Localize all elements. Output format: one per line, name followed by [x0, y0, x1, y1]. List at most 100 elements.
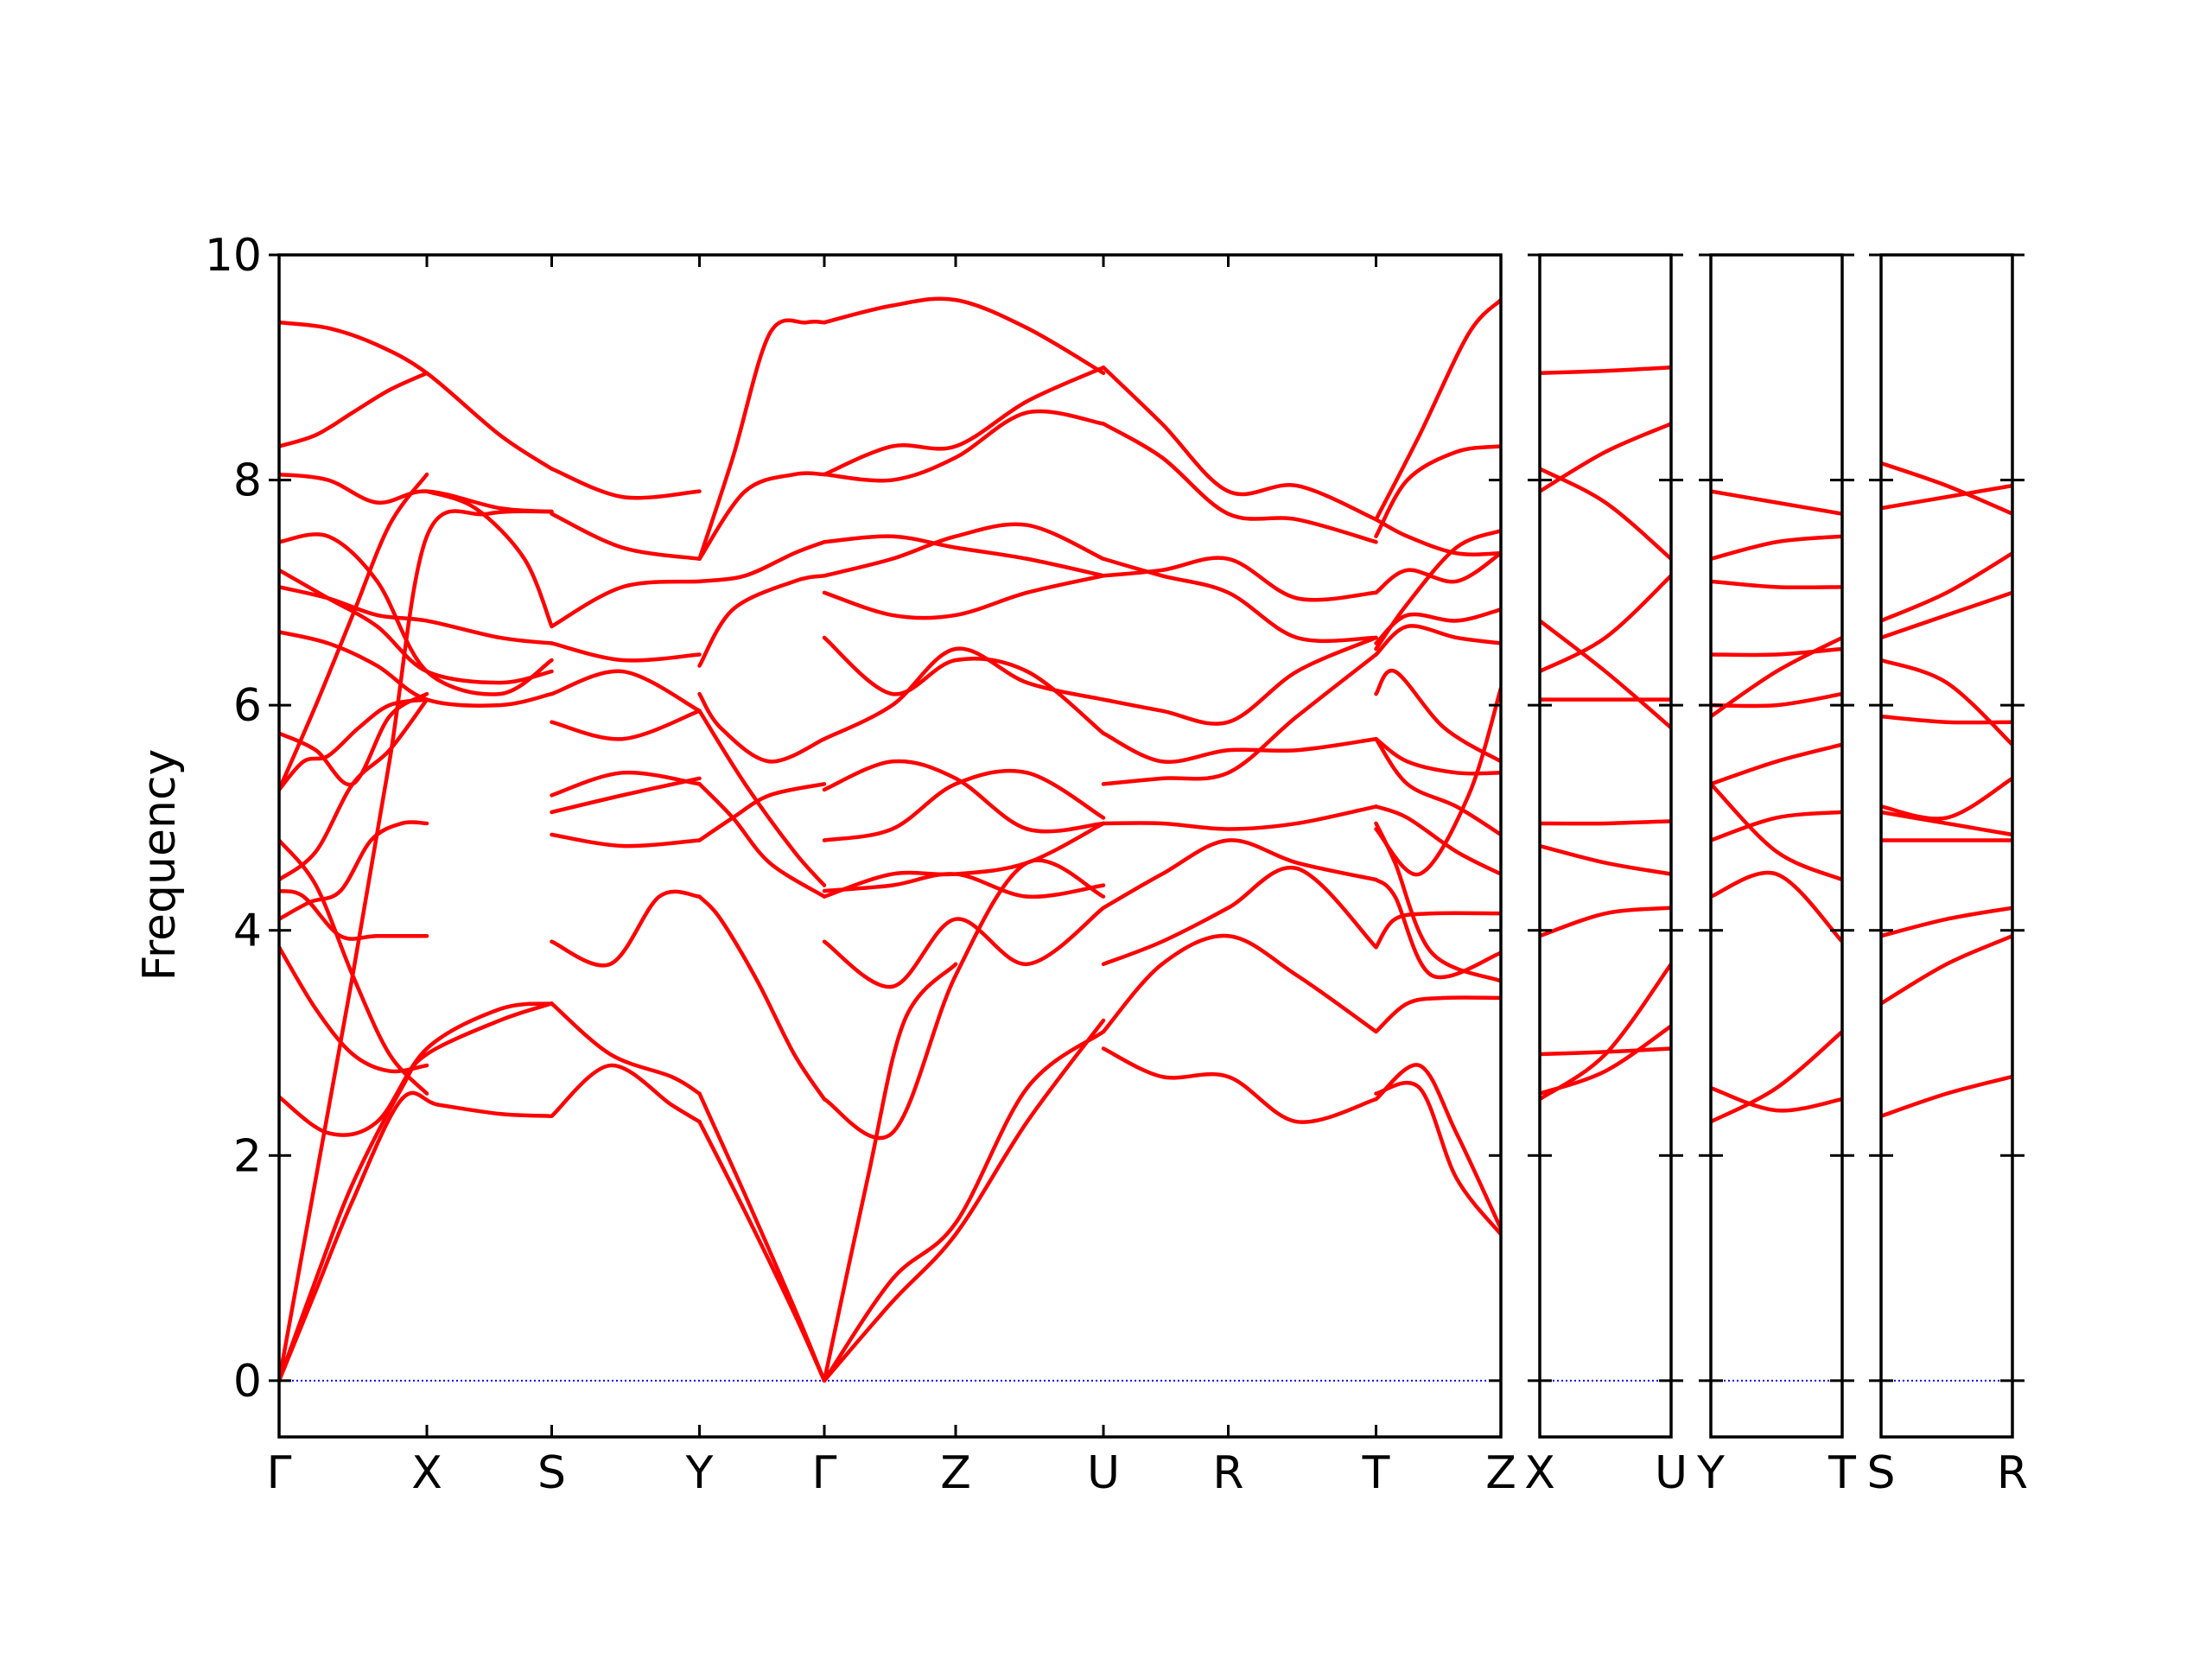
- phonon-band-line: [1540, 365, 1671, 376]
- phonon-band-line: [697, 782, 827, 899]
- phonon-band-line: [1881, 590, 2012, 640]
- axes-frame: [1538, 253, 1673, 1439]
- phonon-band-line: [1540, 467, 1671, 562]
- y-tick-label: 8: [233, 455, 262, 507]
- phonon-band-line: [279, 691, 429, 787]
- x-tick-label: Y: [1696, 1447, 1725, 1499]
- phonon-band-line: [279, 630, 554, 708]
- phonon-band-line: [1101, 635, 1378, 726]
- phonon-band-line: [1374, 1063, 1501, 1231]
- phonon-band-line: [1711, 489, 1842, 516]
- y-tick-label: 4: [233, 906, 262, 957]
- phonon-band-line: [822, 759, 1106, 834]
- phonon-band-line: [1881, 483, 2012, 511]
- phonon-band-line: [1374, 624, 1501, 657]
- phonon-band-line: [1374, 736, 1501, 776]
- phonon-band-line: [550, 669, 702, 713]
- phonon-band-line: [1101, 422, 1378, 544]
- phonon-band-line: [697, 709, 827, 887]
- phonon-band-line: [1101, 365, 1378, 522]
- phonon-band-line: [822, 872, 1106, 899]
- x-tick-label: R: [1997, 1447, 2028, 1499]
- x-tick-label: U: [1087, 1447, 1120, 1499]
- x-tick-label: X: [411, 1447, 442, 1499]
- phonon-band-line: [1711, 870, 1842, 944]
- phonon-band-line: [550, 579, 702, 629]
- phonon-band-line: [1540, 843, 1671, 876]
- phonon-band-line: [279, 888, 429, 941]
- phonon-band-line: [1711, 534, 1842, 562]
- phonon-band-line: [1374, 995, 1501, 1034]
- phonon-band-line: [1374, 668, 1501, 764]
- phonon-band-line: [1881, 658, 2012, 747]
- phonon-band-line: [1540, 1046, 1671, 1057]
- y-tick-label: 10: [205, 230, 262, 282]
- phonon-band-line: [1374, 551, 1501, 595]
- phonon-band-line: [697, 691, 827, 764]
- phonon-band-line: [1711, 1085, 1842, 1113]
- phonon-band-line: [822, 768, 1106, 842]
- phonon-band-line: [279, 945, 429, 1074]
- phonon-band-line: [550, 889, 702, 968]
- bands-group: [1711, 489, 1842, 1124]
- phonon-band-line: [550, 832, 702, 849]
- phonon-band-line: [279, 509, 554, 1383]
- phonon-band-line: [1881, 714, 2012, 725]
- x-tick-label: U: [1655, 1447, 1688, 1499]
- x-tick-label: Z: [940, 1447, 971, 1499]
- x-tick-label: S: [1866, 1447, 1895, 1499]
- phonon-band-line: [822, 858, 1106, 1141]
- phonon-band-line: [279, 838, 429, 1096]
- axes-frame: [1879, 253, 2014, 1439]
- phonon-band-line: [424, 489, 554, 629]
- phonon-band-line: [1881, 1074, 2012, 1118]
- phonon-band-line: [1101, 652, 1378, 786]
- phonon-band-line: [1711, 646, 1842, 658]
- phonon-band-line: [279, 697, 429, 792]
- x-tick-label: Γ: [267, 1447, 292, 1499]
- phonon-band-line: [1101, 933, 1378, 1034]
- phonon-band-line: [1711, 782, 1842, 882]
- phonon-band-line: [822, 1018, 1106, 1383]
- phonon-band-line: [550, 1063, 702, 1124]
- axes-frame: [1709, 253, 1844, 1439]
- phonon-band-line: [1101, 804, 1378, 831]
- phonon-band-line: [822, 962, 958, 1383]
- phonon-band-line: [1540, 422, 1671, 493]
- phonon-band-line: [697, 1091, 827, 1383]
- phonon-band-line: [1881, 810, 2012, 837]
- y-tick-label: 6: [233, 680, 262, 732]
- y-axis-label: Frequency: [134, 749, 186, 982]
- x-tick-label: Y: [685, 1447, 714, 1499]
- phonon-band-line: [1374, 736, 1501, 837]
- phonon-band-line: [697, 782, 827, 842]
- phonon-band-line: [1374, 607, 1501, 645]
- phonon-band-line: [279, 697, 429, 882]
- x-tick-label: Γ: [812, 1447, 837, 1499]
- phonon-band-line: [1374, 517, 1501, 556]
- phonon-band-line: [822, 1029, 1106, 1383]
- phonon-band-line: [1101, 865, 1378, 967]
- phonon-band-line: [1101, 1046, 1378, 1124]
- y-tick-label: 0: [233, 1356, 262, 1408]
- phonon-band-line: [1374, 877, 1501, 980]
- phonon-band-line: [1540, 574, 1671, 674]
- phonon-band-line: [1881, 776, 2012, 821]
- x-tick-label: X: [1524, 1447, 1555, 1499]
- phonon-band-line: [1374, 1080, 1501, 1236]
- phonon-band-line: [550, 512, 702, 562]
- phonon-band-line: [1374, 686, 1501, 877]
- phonon-band-line: [1374, 821, 1501, 983]
- phonon-band-line: [550, 770, 702, 798]
- phonon-band-line: [1374, 804, 1501, 876]
- phonon-band-line: [822, 534, 1106, 578]
- phonon-band-line: [1374, 911, 1501, 950]
- x-tick-label: T: [1827, 1447, 1856, 1499]
- phonon-band-line: [1711, 1029, 1842, 1124]
- x-tick-label: S: [537, 1447, 566, 1499]
- phonon-band-line: [822, 365, 1106, 477]
- phonon-band-line: [697, 1119, 827, 1383]
